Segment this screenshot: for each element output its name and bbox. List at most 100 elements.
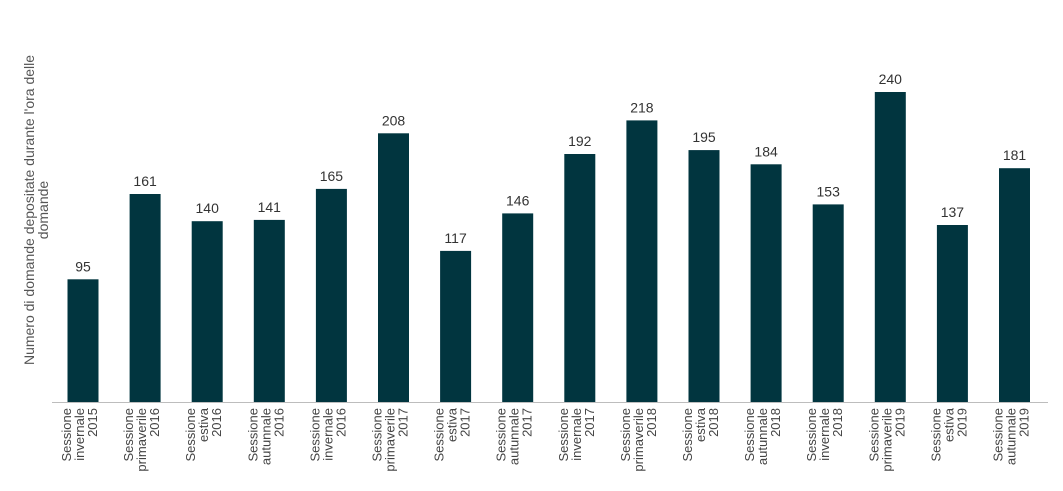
tick-line: Sessione — [928, 408, 943, 461]
value-label-4: 165 — [320, 168, 344, 184]
tick-line: 2017 — [520, 408, 535, 437]
value-label-11: 184 — [754, 143, 778, 159]
bar-5 — [378, 133, 409, 403]
bar-2 — [191, 221, 223, 402]
tick-line: invernale — [569, 408, 584, 461]
x-tick-label-6: Sessioneestiva2017 — [432, 407, 473, 461]
value-labels: 95 161 140 141 165 208 117 146 192 218 195 184 153 24… — [75, 71, 1026, 274]
tick-line: 2019 — [954, 408, 969, 437]
tick-line: Sessione — [866, 408, 881, 461]
bar-12 — [812, 204, 844, 402]
x-tick-label-11: Sessioneautunnale2018 — [742, 408, 783, 465]
bar-0 — [67, 279, 99, 402]
x-tick-label-2: Sessioneestiva2016 — [183, 407, 224, 461]
tick-line: invernale — [817, 408, 832, 461]
value-label-12: 153 — [817, 183, 841, 199]
bar-6 — [440, 250, 472, 402]
tick-line: Sessione — [556, 408, 571, 461]
tick-line: Sessione — [121, 408, 136, 461]
tick-line: estiva — [941, 407, 956, 442]
y-axis-title-line: Numero di domande depositate durante l'o… — [21, 55, 37, 365]
tick-line: primaverile — [383, 408, 398, 472]
value-label-3: 141 — [258, 199, 282, 215]
bar-15 — [999, 168, 1030, 402]
value-label-13: 240 — [879, 71, 903, 87]
tick-line: Sessione — [370, 408, 385, 461]
x-tick-label-1: Sessioneprimaverile2016 — [121, 408, 162, 472]
y-axis-title: Numero di domande depositate durante l'o… — [21, 55, 51, 365]
tick-line: 2016 — [147, 408, 162, 437]
tick-line: estiva — [693, 407, 708, 442]
tick-line: Sessione — [183, 408, 198, 461]
bar-1 — [129, 194, 161, 402]
tick-line: 2018 — [644, 408, 659, 437]
value-label-15: 181 — [1003, 147, 1027, 163]
value-label-5: 208 — [382, 112, 406, 128]
bar-14 — [936, 225, 968, 402]
bar-4 — [315, 188, 347, 402]
tick-line: 2018 — [768, 408, 783, 437]
tick-line: primaverile — [134, 408, 149, 472]
x-tick-label-3: Sessioneautunnale2016 — [245, 408, 286, 465]
value-label-10: 195 — [692, 129, 716, 145]
bar-3 — [253, 219, 285, 402]
value-label-0: 95 — [75, 258, 91, 274]
bar-7 — [502, 213, 534, 402]
y-axis-title-line: domande — [35, 181, 51, 240]
tick-line: Sessione — [432, 408, 447, 461]
x-tick-label-14: Sessioneestiva2019 — [928, 407, 969, 461]
tick-line: 2018 — [706, 408, 721, 437]
tick-line: Sessione — [494, 408, 509, 461]
tick-line: 2017 — [582, 408, 597, 437]
x-tick-label-7: Sessioneautunnale2017 — [494, 408, 535, 465]
x-tick-label-12: Sessioneinvernale2018 — [804, 408, 845, 461]
tick-line: Sessione — [307, 408, 322, 461]
value-label-1: 161 — [133, 173, 157, 189]
bar-13 — [874, 92, 906, 402]
tick-line: Sessione — [804, 408, 819, 461]
tick-line: 2017 — [396, 408, 411, 437]
tick-line: Sessione — [680, 408, 695, 461]
bar-10 — [688, 150, 720, 402]
tick-line: primaverile — [879, 408, 894, 472]
x-tick-label-13: Sessioneprimaverile2019 — [866, 408, 907, 472]
x-tick-label-9: Sessioneprimaverile2018 — [618, 408, 659, 472]
tick-line: Sessione — [991, 408, 1006, 461]
bar-11 — [750, 164, 782, 402]
value-label-8: 192 — [568, 133, 592, 149]
x-tick-labels: Sessioneinvernale2015 Sessioneprimaverile… — [59, 407, 1032, 471]
tick-line: 2015 — [85, 408, 100, 437]
tick-line: Sessione — [618, 408, 633, 461]
x-tick-label-10: Sessioneestiva2018 — [680, 407, 721, 461]
tick-line: 2019 — [1017, 408, 1032, 437]
tick-line: autunnale — [258, 408, 273, 465]
x-tick-label-4: Sessioneinvernale2016 — [307, 408, 348, 461]
tick-line: autunnale — [507, 408, 522, 465]
x-tick-label-8: Sessioneinvernale2017 — [556, 408, 597, 461]
tick-line: estiva — [445, 407, 460, 442]
tick-line: 2017 — [458, 408, 473, 437]
tick-line: Sessione — [742, 408, 757, 461]
value-label-7: 146 — [506, 192, 530, 208]
y-axis-label: Numero di domande depositate durante l'o… — [21, 55, 51, 365]
value-label-9: 218 — [630, 99, 654, 115]
tick-line: autunnale — [755, 408, 770, 465]
x-tick-label-0: Sessioneinvernale2015 — [59, 408, 100, 461]
value-label-14: 137 — [941, 204, 965, 220]
tick-line: 2016 — [209, 408, 224, 437]
tick-line: 2018 — [830, 408, 845, 437]
tick-line: autunnale — [1004, 408, 1019, 465]
tick-line: 2016 — [333, 408, 348, 437]
tick-line: estiva — [196, 407, 211, 442]
tick-line: Sessione — [245, 408, 260, 461]
x-tick-label-15: Sessioneautunnale2019 — [991, 408, 1032, 465]
value-label-6: 117 — [444, 230, 467, 246]
tick-line: invernale — [72, 408, 87, 461]
bars — [67, 92, 1030, 403]
bar-9 — [626, 120, 658, 403]
tick-line: Sessione — [59, 408, 74, 461]
value-label-2: 140 — [196, 200, 220, 216]
tick-line: 2016 — [271, 408, 286, 437]
tick-line: 2019 — [892, 408, 907, 437]
